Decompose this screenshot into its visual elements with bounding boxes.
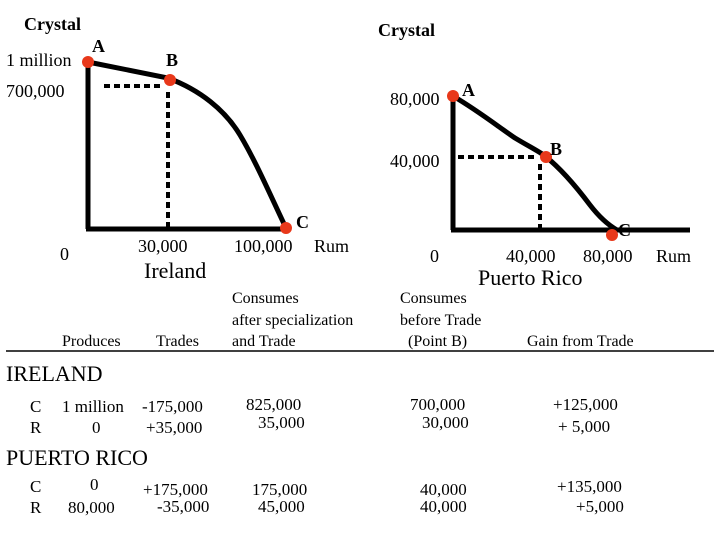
puerto-rico-point-c-label: C	[618, 220, 631, 240]
puerto-rico-origin-label: 0	[430, 246, 439, 266]
puerto-rico-point-b	[540, 151, 552, 163]
puerto-rico-row-r-before: 40,000	[420, 497, 467, 516]
header-consumes-after-line-2: after specialization	[232, 312, 353, 329]
puerto-rico-row-r-after: 45,000	[258, 497, 305, 516]
ireland-point-a	[82, 56, 94, 68]
header-consumes-after-line-1: Consumes	[232, 290, 299, 307]
puerto-rico-point-a	[447, 90, 459, 102]
ireland-row-c-before: 700,000	[410, 395, 465, 414]
ireland-row-c-good: C	[30, 397, 41, 416]
ireland-row-c-produces: 1 million	[62, 397, 124, 416]
header-consumes-before-line-2: before Trade	[400, 312, 481, 329]
ireland-row-r-trades: +35,000	[146, 418, 202, 437]
ireland-y-tick-1-million: 1 million	[6, 50, 72, 70]
table-row: R 0 +35,000 35,000 30,000 + 5,000	[30, 413, 610, 437]
puerto-rico-point-b-label: B	[550, 139, 562, 159]
puerto-rico-row-c-before: 40,000	[420, 480, 467, 499]
puerto-rico-row-c-gain: +135,000	[557, 477, 622, 496]
header-consumes-before-line-1: Consumes	[400, 290, 467, 307]
ireland-origin-label: 0	[60, 244, 69, 264]
ireland-row-r-before: 30,000	[422, 413, 469, 432]
puerto-rico-row-r-good: R	[30, 498, 42, 517]
puerto-rico-point-a-label: A	[462, 80, 475, 100]
puerto-rico-x-axis-label: Rum	[656, 246, 691, 266]
puerto-rico-row-c-after: 175,000	[252, 480, 307, 499]
ireland-row-r-gain: + 5,000	[558, 417, 610, 436]
puerto-rico-y-axis-label: Crystal	[378, 20, 435, 40]
ireland-section: IRELAND C 1 million -175,000 825,000 700…	[6, 361, 618, 437]
ireland-y-tick-700000: 700,000	[6, 81, 65, 101]
ireland-x-tick-30000: 30,000	[138, 236, 188, 256]
ireland-row-r-produces: 0	[92, 418, 101, 437]
ireland-row-c-gain: +125,000	[553, 395, 618, 414]
header-consumes-before-line-3: (Point B)	[408, 333, 467, 350]
header-produces: Produces	[62, 333, 121, 350]
puerto-rico-ppf-graph: Crystal 80,000 40,000 A B C 0 40,000 80,…	[378, 20, 691, 290]
ireland-row-c-trades: -175,000	[142, 397, 203, 416]
puerto-rico-row-r-gain: +5,000	[576, 497, 624, 516]
ireland-row-c-after: 825,000	[246, 395, 301, 414]
puerto-rico-ppf-curve	[451, 93, 619, 233]
ireland-point-b	[164, 74, 176, 86]
puerto-rico-section: PUERTO RICO C 0 +175,000 175,000 40,000 …	[6, 445, 624, 517]
puerto-rico-row-c-good: C	[30, 477, 41, 496]
puerto-rico-x-tick-40000: 40,000	[506, 246, 556, 266]
table-row: R 80,000 -35,000 45,000 40,000 +5,000	[30, 497, 624, 517]
puerto-rico-point-c	[606, 229, 618, 241]
ireland-point-a-label: A	[92, 36, 105, 56]
puerto-rico-y-tick-80000: 80,000	[390, 89, 440, 109]
puerto-rico-section-title: PUERTO RICO	[6, 445, 148, 470]
puerto-rico-row-c-trades: +175,000	[143, 480, 208, 499]
ireland-x-tick-100000: 100,000	[234, 236, 293, 256]
puerto-rico-country-name: Puerto Rico	[478, 265, 583, 290]
header-trades: Trades	[156, 333, 199, 350]
puerto-rico-x-tick-80000: 80,000	[583, 246, 633, 266]
puerto-rico-y-tick-40000: 40,000	[390, 151, 440, 171]
ireland-point-c	[280, 222, 292, 234]
ireland-section-title: IRELAND	[6, 361, 103, 386]
header-gain-from-trade: Gain from Trade	[527, 333, 634, 350]
ireland-row-r-good: R	[30, 418, 42, 437]
ireland-point-b-label: B	[166, 50, 178, 70]
table-row: C 1 million -175,000 825,000 700,000 +12…	[30, 395, 618, 416]
header-consumes-after-line-3: and Trade	[232, 333, 296, 350]
ireland-x-axis-label: Rum	[314, 236, 349, 256]
ireland-country-name: Ireland	[144, 258, 206, 283]
table-row: C 0 +175,000 175,000 40,000 +135,000	[30, 475, 622, 499]
ireland-row-r-after: 35,000	[258, 413, 305, 432]
ireland-ppf-graph: Crystal 1 million 700,000 A B C 0 30,000…	[6, 14, 349, 283]
ireland-ppf-curve	[87, 59, 288, 228]
puerto-rico-row-c-produces: 0	[90, 475, 99, 494]
ireland-point-c-label: C	[296, 212, 309, 232]
ireland-y-axis-label: Crystal	[24, 14, 81, 34]
puerto-rico-row-r-produces: 80,000	[68, 498, 115, 517]
table-header: Produces Trades Consumes after specializ…	[6, 290, 714, 352]
puerto-rico-row-r-trades: -35,000	[157, 497, 209, 516]
